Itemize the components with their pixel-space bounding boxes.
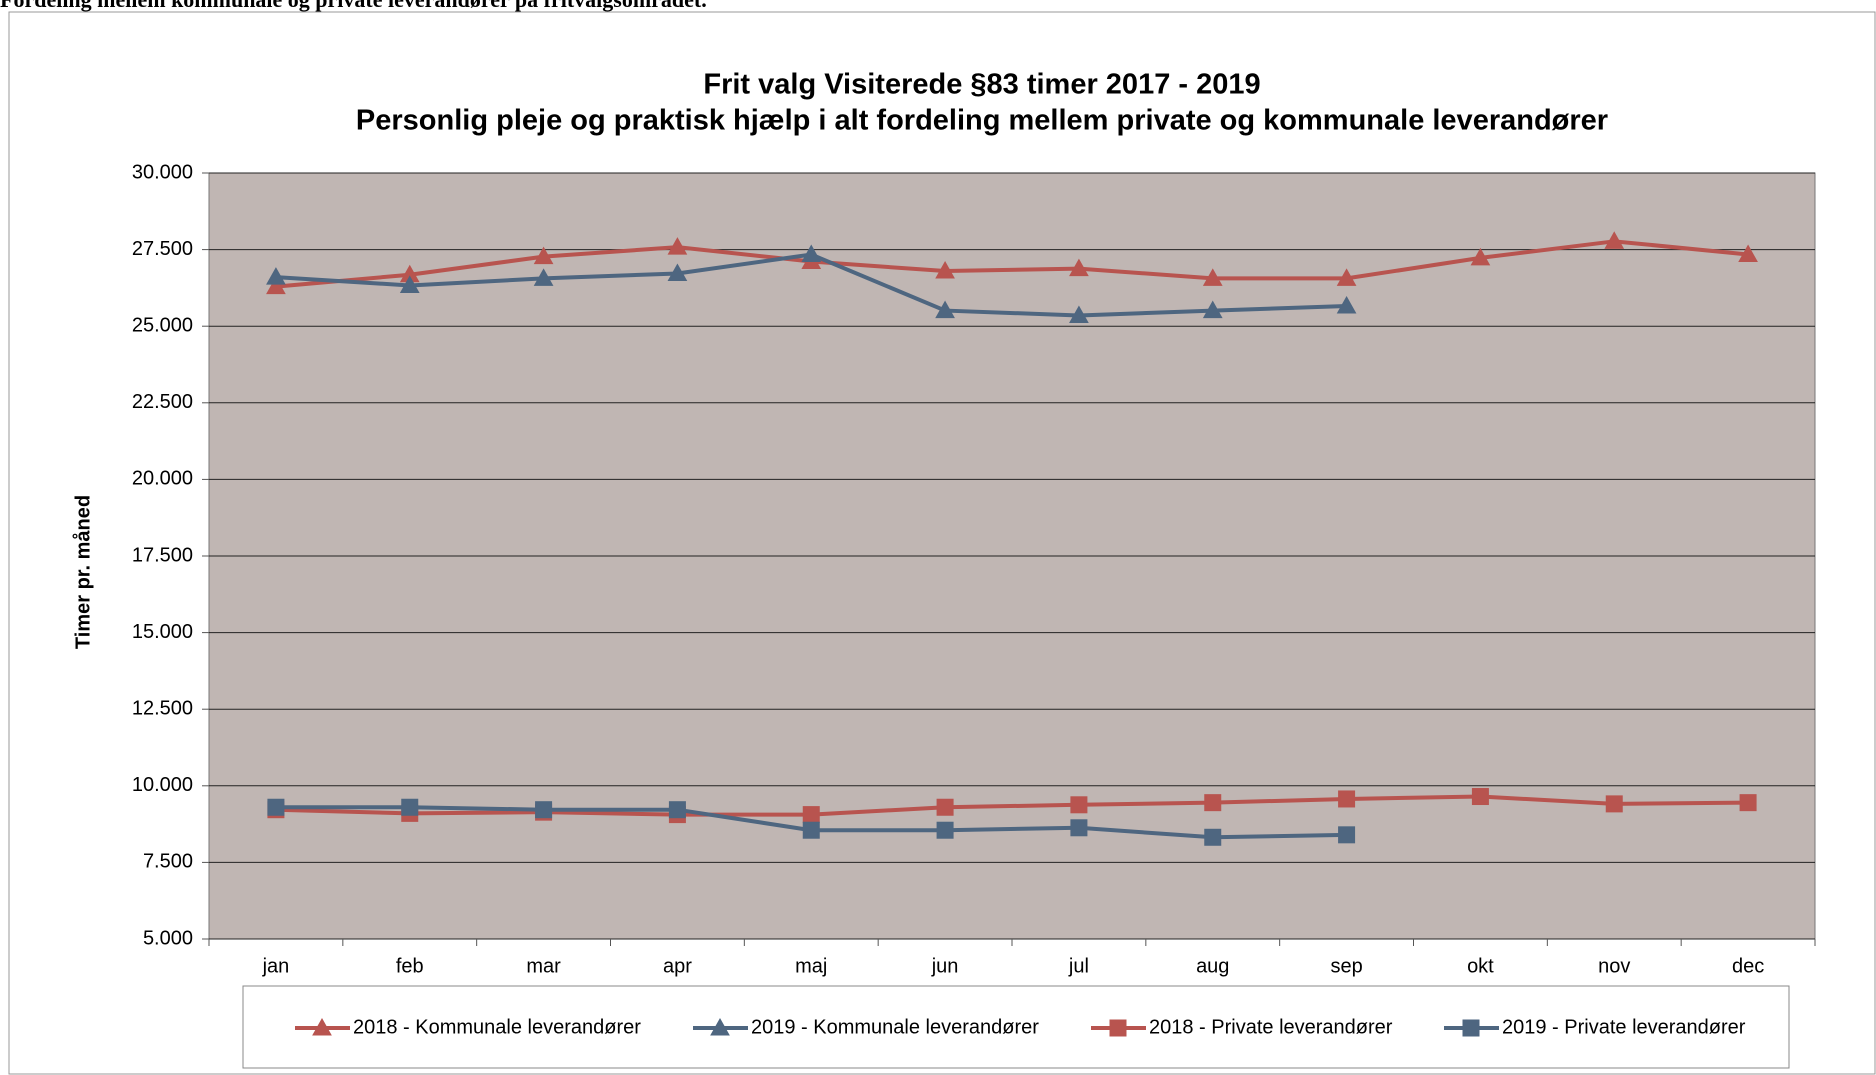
data-point [1204, 794, 1222, 812]
page-heading: Fordeling mellem kommunale og private le… [0, 0, 707, 12]
y-axis-label: Timer pr. måned [71, 495, 94, 649]
x-tick-label: jan [262, 955, 290, 977]
data-point [1336, 295, 1357, 314]
legend-label: 2019 - Private leverandører [1502, 1016, 1746, 1038]
legend-marker [1109, 1019, 1127, 1037]
data-point [267, 798, 285, 816]
y-tick-label: 7.500 [143, 851, 193, 873]
data-point [935, 261, 955, 279]
x-tick-label: nov [1598, 955, 1630, 977]
data-point [1202, 268, 1223, 286]
x-tick-label: feb [396, 955, 424, 977]
data-point [1604, 231, 1625, 249]
data-point [935, 300, 955, 319]
data-point [667, 237, 688, 255]
y-tick-label: 12.500 [132, 697, 193, 719]
y-tick-label: 30.000 [132, 161, 193, 183]
y-tick-label: 27.500 [132, 238, 193, 260]
y-tick-label: 17.500 [132, 544, 193, 566]
legend-label: 2019 - Kommunale leverandører [751, 1016, 1039, 1038]
legend-marker [710, 1017, 730, 1036]
data-point [1202, 300, 1223, 319]
data-point [801, 244, 822, 263]
legend-box [242, 985, 1790, 1069]
x-tick-label: okt [1467, 955, 1494, 977]
chart-title: Frit valg Visiterede §83 timer 2017 - 20… [703, 69, 1260, 101]
data-point [1070, 819, 1088, 837]
x-tick-label: jul [1068, 955, 1089, 977]
y-tick-label: 15.000 [132, 621, 193, 643]
data-point [1069, 305, 1089, 323]
data-point [1204, 828, 1222, 846]
x-tick-label: aug [1196, 955, 1229, 977]
x-tick-label: maj [795, 955, 827, 977]
data-point [266, 276, 286, 295]
data-point [533, 268, 554, 286]
data-point [802, 821, 820, 839]
y-tick-label: 20.000 [132, 468, 193, 490]
data-point [802, 806, 820, 824]
data-point [1470, 247, 1491, 266]
data-point [399, 275, 420, 293]
x-tick-label: dec [1732, 955, 1764, 977]
x-tick-label: jun [931, 955, 959, 977]
data-point [1069, 258, 1089, 277]
legend-label: 2018 - Kommunale leverandører [353, 1016, 641, 1038]
x-tick-label: apr [663, 955, 692, 977]
data-point [1338, 790, 1356, 808]
data-point [1336, 268, 1357, 286]
y-tick-label: 22.500 [132, 391, 193, 413]
legend-marker [1462, 1019, 1480, 1037]
data-point [401, 798, 419, 816]
x-tick-label: mar [526, 955, 561, 977]
legend-label: 2018 - Private leverandører [1149, 1016, 1393, 1038]
data-point [936, 821, 954, 839]
data-point [1738, 244, 1758, 263]
series-line [275, 239, 1749, 289]
data-point [266, 267, 286, 285]
y-tick-label: 10.000 [132, 774, 193, 796]
data-point [535, 801, 553, 819]
series-line [275, 794, 1749, 817]
y-tick-label: 25.000 [132, 314, 193, 336]
legend-marker [312, 1017, 332, 1036]
data-point [668, 801, 686, 819]
data-point [1605, 795, 1623, 813]
data-point [1739, 794, 1757, 812]
y-tick-label: 5.000 [143, 927, 193, 949]
data-point [936, 798, 954, 816]
x-tick-label: sep [1330, 955, 1362, 977]
data-point [1471, 788, 1489, 806]
data-point [533, 246, 554, 265]
data-point [1338, 826, 1356, 844]
data-point [1070, 796, 1088, 814]
chart-subtitle: Personlig pleje og praktisk hjælp i alt … [356, 105, 1608, 137]
data-point [667, 263, 688, 281]
